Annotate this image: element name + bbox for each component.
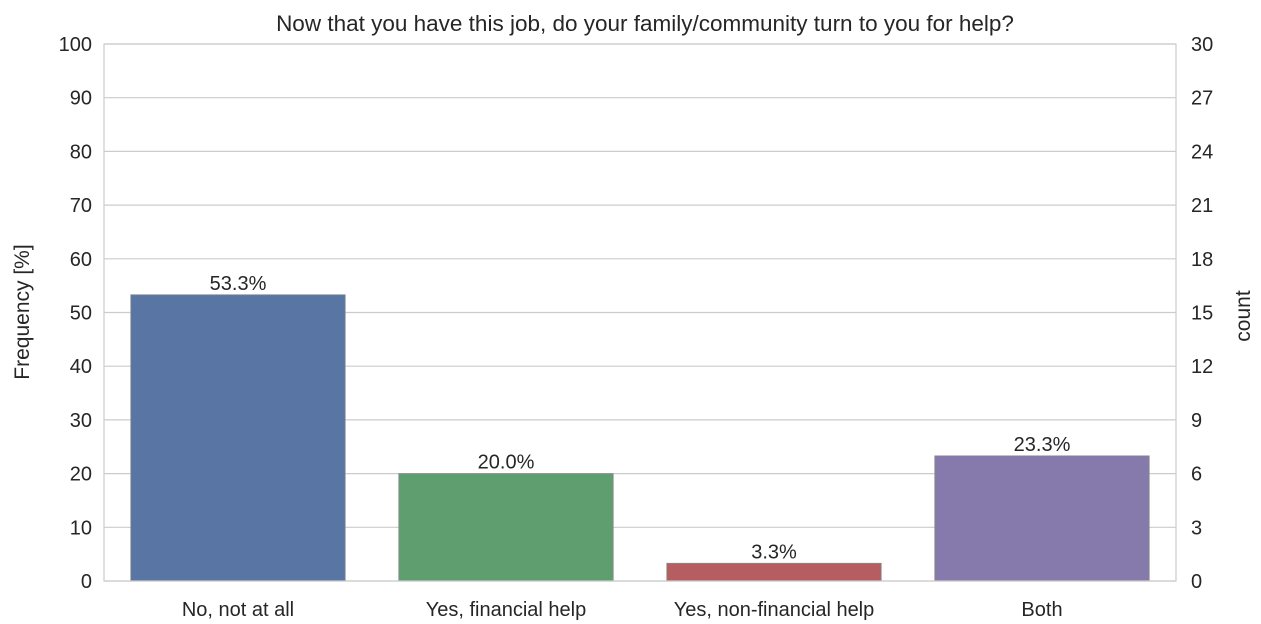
y-tick-label: 30 (70, 410, 92, 432)
y-tick-label: 0 (81, 571, 92, 593)
y-tick-label: 90 (70, 88, 92, 110)
y2-tick-label: 3 (1191, 517, 1202, 539)
y2-tick-label: 12 (1191, 356, 1213, 378)
data-labels: 53.3% 20.0% 3.3% 23.3% (210, 273, 1071, 564)
bar-value-label: 23.3% (1014, 434, 1071, 456)
y2-tick-label: 9 (1191, 410, 1202, 432)
y2-tick-label: 30 (1191, 34, 1213, 56)
y-axis-left-ticks: 0 10 20 30 40 50 60 70 80 90 100 (59, 34, 92, 593)
category-label: No, not at all (182, 599, 294, 621)
y-axis-right-ticks: 0 3 6 9 12 15 18 21 24 27 30 (1191, 34, 1213, 593)
y2-tick-label: 15 (1191, 303, 1213, 325)
y2-tick-label: 18 (1191, 249, 1213, 271)
bar (130, 294, 346, 582)
category-label: Yes, non-financial help (674, 599, 875, 621)
y2-tick-label: 6 (1191, 464, 1202, 486)
bar (934, 455, 1150, 582)
y-axis-title: Frequency [%] (11, 244, 34, 379)
y2-tick-label: 0 (1191, 571, 1202, 593)
y-tick-label: 20 (70, 464, 92, 486)
y-tick-label: 70 (70, 195, 92, 217)
y-tick-label: 40 (70, 356, 92, 378)
y-tick-label: 80 (70, 141, 92, 163)
y-tick-label: 50 (70, 303, 92, 325)
bars (130, 294, 1150, 582)
bar-value-label: 20.0% (478, 452, 535, 474)
bar (398, 473, 614, 582)
y2-tick-label: 27 (1191, 88, 1213, 110)
x-axis-category-labels: No, not at all Yes, financial help Yes, no… (182, 599, 1063, 621)
y2-axis-title: count (1232, 290, 1255, 342)
y-tick-label: 10 (70, 517, 92, 539)
y-tick-label: 60 (70, 249, 92, 271)
bar (666, 562, 882, 582)
y2-tick-label: 24 (1191, 141, 1213, 163)
category-label: Both (1021, 599, 1062, 621)
chart-title: Now that you have this job, do your fami… (276, 11, 1014, 36)
category-label: Yes, financial help (426, 599, 587, 621)
bar-value-label: 3.3% (751, 541, 797, 563)
y-tick-label: 100 (59, 34, 92, 56)
y2-tick-label: 21 (1191, 195, 1213, 217)
plot-frame (103, 43, 1177, 582)
bar-value-label: 53.3% (210, 273, 267, 295)
